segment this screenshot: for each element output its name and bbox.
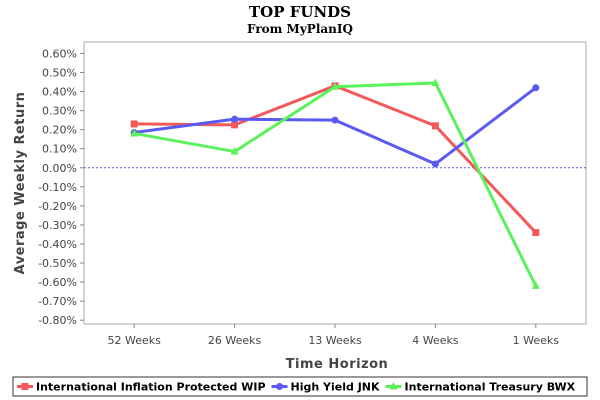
- data-point: [276, 383, 284, 390]
- data-point: [431, 160, 439, 168]
- y-tick-label: -0.80%: [38, 314, 77, 327]
- y-tick-label: 0.50%: [42, 66, 77, 79]
- legend-box: [12, 376, 588, 397]
- x-axis-label: Time Horizon: [286, 357, 389, 372]
- legend-item: High Yield JNK: [271, 381, 380, 394]
- data-point: [331, 116, 339, 124]
- data-point: [331, 82, 339, 90]
- x-tick-label: 26 Weeks: [208, 334, 262, 347]
- y-tick-label: -0.30%: [38, 219, 77, 232]
- data-point: [230, 147, 239, 155]
- y-tick-label: 0.60%: [42, 47, 77, 60]
- legend-item: International Treasury BWX: [385, 381, 576, 394]
- y-tick-label: 0.40%: [42, 86, 77, 99]
- y-tick-label: 0.10%: [42, 143, 77, 156]
- data-point: [231, 115, 239, 123]
- legend-label: International Inflation Protected WIP: [36, 381, 266, 394]
- y-tick-label: -0.50%: [38, 257, 77, 270]
- data-point: [21, 383, 29, 390]
- plot-area: 0.60% 0.50% 0.40% 0.30% 0.20% 0.10% 0.00% -0.10…: [38, 41, 587, 347]
- y-tick-label: -0.60%: [38, 276, 77, 289]
- data-point: [531, 281, 540, 289]
- y-tick-label: -0.40%: [38, 238, 77, 251]
- x-tick-label: 52 Weeks: [108, 334, 162, 347]
- y-tick-label: 0.30%: [42, 105, 77, 118]
- x-tick-label: 13 Weeks: [308, 334, 362, 347]
- y-tick-label: -0.10%: [38, 181, 77, 194]
- x-tick-label: 1 Weeks: [513, 334, 560, 347]
- data-point: [130, 128, 139, 137]
- data-point: [431, 122, 439, 130]
- data-point: [130, 120, 138, 128]
- data-point: [389, 382, 398, 390]
- legend: International Inflation Protected WIP Hig…: [12, 376, 588, 397]
- y-tick-label: 0.20%: [42, 124, 77, 137]
- chart-subtitle: From MyPlanIQ: [247, 22, 353, 36]
- series-2: [130, 78, 540, 289]
- y-tick-label: 0.00%: [42, 162, 77, 175]
- y-axis-label: Average Weekly Return: [13, 92, 28, 275]
- data-point: [532, 229, 540, 237]
- x-tick-label: 4 Weeks: [412, 334, 459, 347]
- legend-label: International Treasury BWX: [405, 381, 576, 394]
- y-tick-label: -0.70%: [38, 295, 77, 308]
- y-tick-label: -0.20%: [38, 200, 77, 213]
- legend-label: High Yield JNK: [291, 381, 380, 394]
- data-point: [532, 84, 540, 92]
- data-point: [431, 78, 440, 86]
- legend-item: International Inflation Protected WIP: [17, 381, 266, 394]
- chart-title: TOP FUNDS: [249, 3, 351, 21]
- data-point: [231, 121, 239, 129]
